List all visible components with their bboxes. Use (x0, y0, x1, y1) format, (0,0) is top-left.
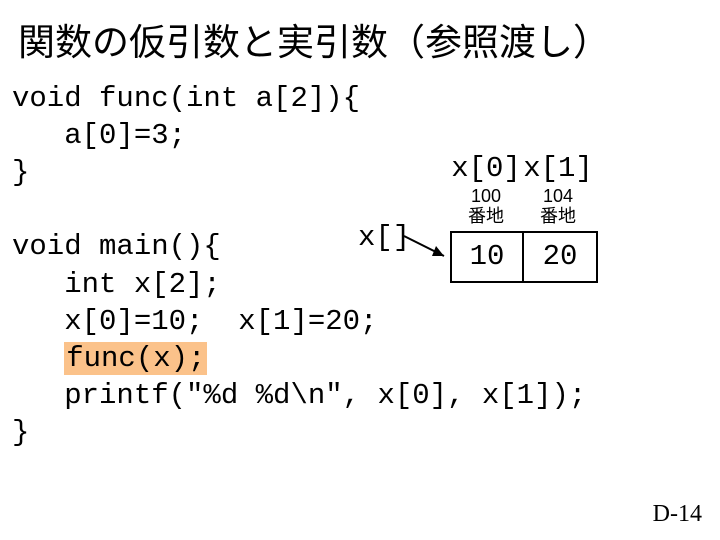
memory-header-0: x[0] (450, 152, 522, 185)
slide-title: 関数の仮引数と実引数（参照渡し） (0, 0, 720, 74)
memory-cell-0: 10 (452, 233, 524, 281)
memory-header-1: x[1] (522, 152, 594, 185)
code-block: void func(int a[2]){ a[0]=3; } void main… (12, 80, 720, 451)
memory-addresses: 100番地 104番地 (450, 187, 598, 227)
code-line: void func(int a[2]){ (12, 82, 360, 115)
content-area: void func(int a[2]){ a[0]=3; } void main… (0, 74, 720, 451)
memory-cell-1: 20 (524, 233, 596, 281)
memory-table: 10 20 (450, 231, 598, 283)
memory-addr-0: 100番地 (450, 187, 522, 227)
code-line: } (12, 416, 29, 449)
code-highlight-funccall: func(x); (64, 342, 207, 375)
memory-headers: x[0] x[1] (450, 152, 598, 185)
slide-number: D-14 (653, 501, 702, 528)
code-line: x[0]=10; x[1]=20; (12, 305, 377, 338)
memory-addr-1: 104番地 (522, 187, 594, 227)
code-line: printf("%d %d\n", x[0], x[1]); (12, 379, 586, 412)
code-line: void main(){ (12, 230, 221, 263)
code-line: a[0]=3; (12, 119, 186, 152)
code-line-prefix (12, 342, 64, 375)
memory-diagram: x[0] x[1] 100番地 104番地 10 20 (450, 152, 598, 283)
code-line: } (12, 156, 29, 189)
code-line: int x[2]; (12, 268, 221, 301)
